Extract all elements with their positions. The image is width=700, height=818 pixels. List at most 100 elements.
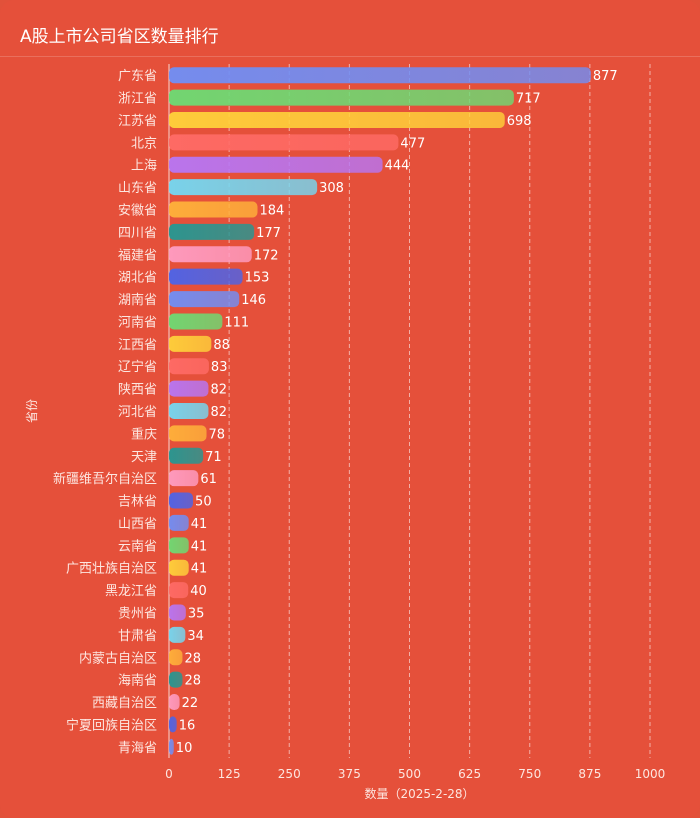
bar bbox=[169, 380, 209, 397]
category-label: 上海 bbox=[131, 159, 157, 174]
category-label: 福建省 bbox=[118, 248, 157, 263]
category-label: 海南省 bbox=[118, 673, 157, 689]
y-axis-title: 省份 bbox=[25, 399, 39, 423]
category-labels: 广东省浙江省江苏省北京上海山东省安徽省四川省福建省湖北省湖南省河南省江西省辽宁省… bbox=[53, 69, 157, 756]
category-label: 贵州省 bbox=[118, 606, 157, 621]
value-label: 172 bbox=[254, 248, 279, 263]
value-label: 82 bbox=[210, 383, 227, 398]
category-label: 云南省 bbox=[118, 538, 157, 554]
category-label: 甘肃省 bbox=[118, 629, 157, 644]
bar bbox=[169, 268, 243, 285]
category-label: 吉林省 bbox=[118, 495, 157, 510]
bar bbox=[169, 201, 258, 218]
bar bbox=[169, 67, 591, 84]
value-label: 16 bbox=[179, 718, 196, 733]
value-label: 88 bbox=[213, 338, 230, 353]
value-label: 83 bbox=[211, 360, 228, 375]
value-label: 146 bbox=[241, 293, 266, 308]
x-tick-label: 625 bbox=[458, 767, 481, 781]
bar bbox=[169, 156, 383, 173]
bar bbox=[169, 313, 223, 330]
category-label: 浙江省 bbox=[118, 92, 157, 107]
value-label: 444 bbox=[385, 159, 410, 174]
title-divider bbox=[0, 56, 700, 57]
bar bbox=[169, 492, 194, 509]
category-label: 四川省 bbox=[118, 226, 157, 241]
x-tick-label: 500 bbox=[398, 767, 421, 781]
bar bbox=[169, 738, 174, 755]
category-label: 湖南省 bbox=[118, 292, 157, 308]
value-label: 34 bbox=[187, 629, 204, 644]
bar bbox=[169, 671, 183, 688]
category-label: 北京 bbox=[131, 136, 157, 151]
x-axis-title: 数量（2025-2-28） bbox=[364, 786, 474, 801]
category-label: 新疆维吾尔自治区 bbox=[53, 471, 157, 487]
chart-title: A股上市公司省区数量排行 bbox=[20, 27, 219, 47]
category-label: 广东省 bbox=[118, 69, 157, 84]
bar bbox=[169, 335, 212, 352]
category-label: 青海省 bbox=[118, 741, 157, 756]
bar bbox=[169, 403, 209, 419]
value-label: 71 bbox=[205, 450, 222, 465]
value-label: 177 bbox=[256, 226, 281, 241]
value-label: 184 bbox=[260, 204, 285, 219]
bar bbox=[169, 582, 189, 599]
x-tick-label: 0 bbox=[165, 767, 173, 781]
category-label: 湖北省 bbox=[118, 271, 157, 286]
bar bbox=[169, 626, 186, 643]
x-tick-label: 375 bbox=[338, 767, 361, 781]
category-label: 山西省 bbox=[118, 517, 157, 532]
bar bbox=[169, 358, 209, 375]
bar bbox=[169, 179, 318, 196]
bar bbox=[169, 246, 252, 263]
bar bbox=[169, 604, 186, 621]
category-label: 西藏自治区 bbox=[92, 696, 157, 711]
x-tick-label: 750 bbox=[518, 767, 541, 781]
category-label: 河北省 bbox=[118, 405, 157, 420]
category-label: 天津 bbox=[131, 450, 157, 465]
value-label: 50 bbox=[195, 495, 212, 510]
value-label: 78 bbox=[209, 427, 226, 442]
bar bbox=[169, 447, 204, 464]
x-tick-label: 250 bbox=[278, 767, 301, 781]
x-tick-label: 1000 bbox=[635, 767, 666, 781]
value-label: 61 bbox=[200, 472, 217, 487]
category-label: 宁夏回族自治区 bbox=[66, 717, 157, 733]
value-label: 717 bbox=[516, 92, 541, 107]
value-label: 41 bbox=[191, 562, 208, 577]
bar bbox=[169, 111, 505, 128]
value-labels: 877 717 698 477 444 308 184 177 172 153 146 111 88 83… bbox=[176, 69, 618, 756]
value-label: 41 bbox=[191, 517, 208, 532]
bar bbox=[169, 694, 180, 711]
value-label: 28 bbox=[184, 674, 201, 689]
value-label: 41 bbox=[191, 539, 208, 554]
category-label: 江西省 bbox=[118, 338, 157, 353]
value-label: 153 bbox=[245, 271, 270, 286]
bar bbox=[169, 559, 189, 576]
value-label: 28 bbox=[184, 651, 201, 666]
bar bbox=[169, 134, 399, 151]
bar bbox=[169, 649, 183, 666]
bar bbox=[169, 89, 514, 106]
category-label: 江苏省 bbox=[118, 113, 157, 129]
value-label: 82 bbox=[210, 405, 227, 420]
value-label: 308 bbox=[319, 181, 344, 196]
category-label: 辽宁省 bbox=[118, 359, 157, 375]
category-label: 重庆 bbox=[131, 426, 157, 442]
category-label: 山东省 bbox=[118, 181, 157, 196]
x-tick-label: 125 bbox=[218, 767, 241, 781]
category-label: 陕西省 bbox=[118, 383, 157, 398]
category-label: 黑龙江省 bbox=[105, 584, 157, 599]
bar bbox=[169, 537, 189, 554]
value-label: 40 bbox=[190, 584, 207, 599]
bar bbox=[169, 716, 177, 733]
x-tick-label: 875 bbox=[578, 767, 601, 781]
category-label: 内蒙古自治区 bbox=[79, 650, 157, 666]
x-tick-labels: 0 125 250 375 500 625 750 875 1000 bbox=[165, 767, 665, 781]
bar bbox=[169, 514, 189, 531]
category-label: 安徽省 bbox=[118, 204, 157, 219]
bar bbox=[169, 291, 240, 308]
category-label: 广西壮族自治区 bbox=[66, 561, 157, 577]
